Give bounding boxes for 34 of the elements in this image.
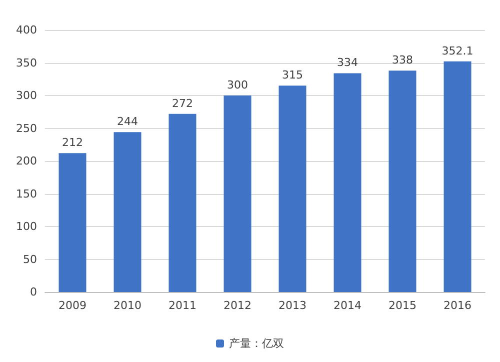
y-tick-label: 50	[23, 252, 37, 266]
bar	[114, 132, 142, 292]
data-label: 352.1	[442, 44, 474, 58]
y-tick-label: 100	[16, 220, 37, 233]
bar	[444, 61, 472, 292]
data-label: 272	[172, 96, 193, 110]
y-tick-label: 350	[16, 56, 37, 70]
x-tick-label: 2013	[278, 299, 306, 312]
x-tick-label: 2015	[388, 299, 416, 312]
bar	[334, 73, 362, 292]
bar	[58, 153, 86, 292]
x-tick-label: 2014	[334, 299, 362, 312]
y-tick-label: 150	[16, 187, 37, 200]
data-label: 212	[62, 136, 83, 150]
y-tick-label: 200	[16, 154, 37, 168]
y-tick-label: 300	[16, 89, 37, 102]
x-tick-label: 2011	[168, 299, 196, 312]
bar	[388, 70, 416, 292]
y-tick-label: 0	[30, 286, 37, 298]
data-label: 334	[337, 56, 358, 70]
bar	[224, 96, 252, 292]
x-tick-label: 2009	[58, 299, 86, 312]
data-label: 244	[117, 115, 138, 128]
bar	[168, 114, 196, 292]
data-label: 300	[227, 78, 248, 92]
x-tick-label: 2016	[444, 299, 472, 312]
data-label: 315	[282, 68, 303, 82]
x-tick-label: 2012	[224, 299, 252, 312]
legend-label: 产量：亿双	[229, 337, 284, 350]
y-tick-label: 400	[16, 24, 37, 36]
bar	[278, 86, 306, 292]
data-label: 338	[392, 54, 413, 67]
x-tick-label: 2010	[114, 299, 142, 312]
y-tick-label: 250	[16, 122, 37, 135]
